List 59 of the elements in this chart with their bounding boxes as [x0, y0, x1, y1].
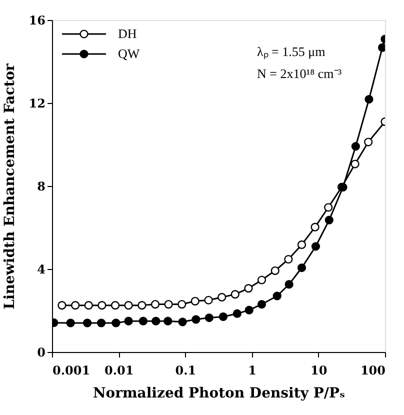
point [150, 300, 160, 309]
y-tick-label: 12 [28, 96, 46, 110]
point [324, 216, 334, 224]
x-tick-label: 10 [310, 364, 328, 378]
point [112, 318, 120, 328]
point [164, 316, 172, 326]
point [178, 300, 186, 309]
point [124, 301, 133, 310]
point [324, 203, 333, 212]
point [84, 301, 93, 310]
point [190, 296, 200, 306]
point [257, 300, 266, 309]
point [311, 242, 320, 251]
point [164, 300, 173, 309]
point [297, 240, 306, 250]
y-tick-label: 4 [37, 262, 46, 276]
y-axis-title: Linewidth Enhancement Factor [2, 62, 18, 310]
x-tick-label: 1 [248, 364, 256, 378]
point [178, 318, 187, 326]
point [244, 284, 253, 293]
point [83, 318, 92, 328]
point [124, 316, 133, 326]
point [364, 138, 373, 146]
point [71, 301, 80, 310]
x-tick-label: 0.01 [104, 364, 134, 378]
point [152, 316, 160, 326]
y-tick-label: 8 [37, 180, 46, 194]
point [218, 292, 226, 302]
point [192, 315, 200, 324]
point [204, 296, 213, 304]
point [284, 254, 293, 264]
y-tick-label: 16 [28, 14, 46, 28]
y-tick-label: 0 [37, 346, 46, 360]
point [138, 301, 146, 310]
annotation: N = 2x10¹⁸ cm⁻³ [257, 66, 342, 81]
x-tick-label: 0.1 [175, 364, 196, 378]
point [98, 301, 106, 310]
point [297, 263, 306, 272]
point [58, 301, 66, 310]
x-axis-title: Normalized Photon Density P/Pₛ [92, 386, 346, 402]
x-tick-label: 0.001 [52, 364, 90, 378]
point [218, 312, 228, 322]
point [364, 94, 374, 104]
point [244, 306, 254, 314]
point [270, 266, 280, 275]
point [350, 160, 360, 168]
point [97, 318, 106, 328]
legend-label: QW [118, 46, 140, 61]
point [230, 290, 240, 299]
legend-label: DH [118, 26, 137, 41]
point [310, 222, 320, 232]
point [257, 276, 266, 284]
x-tick-label: 100 [360, 364, 386, 378]
annotation: λₚ = 1.55 μm [257, 44, 326, 60]
point [110, 301, 120, 310]
point [351, 142, 360, 151]
point [284, 280, 294, 289]
point [138, 316, 148, 326]
point [204, 313, 214, 322]
